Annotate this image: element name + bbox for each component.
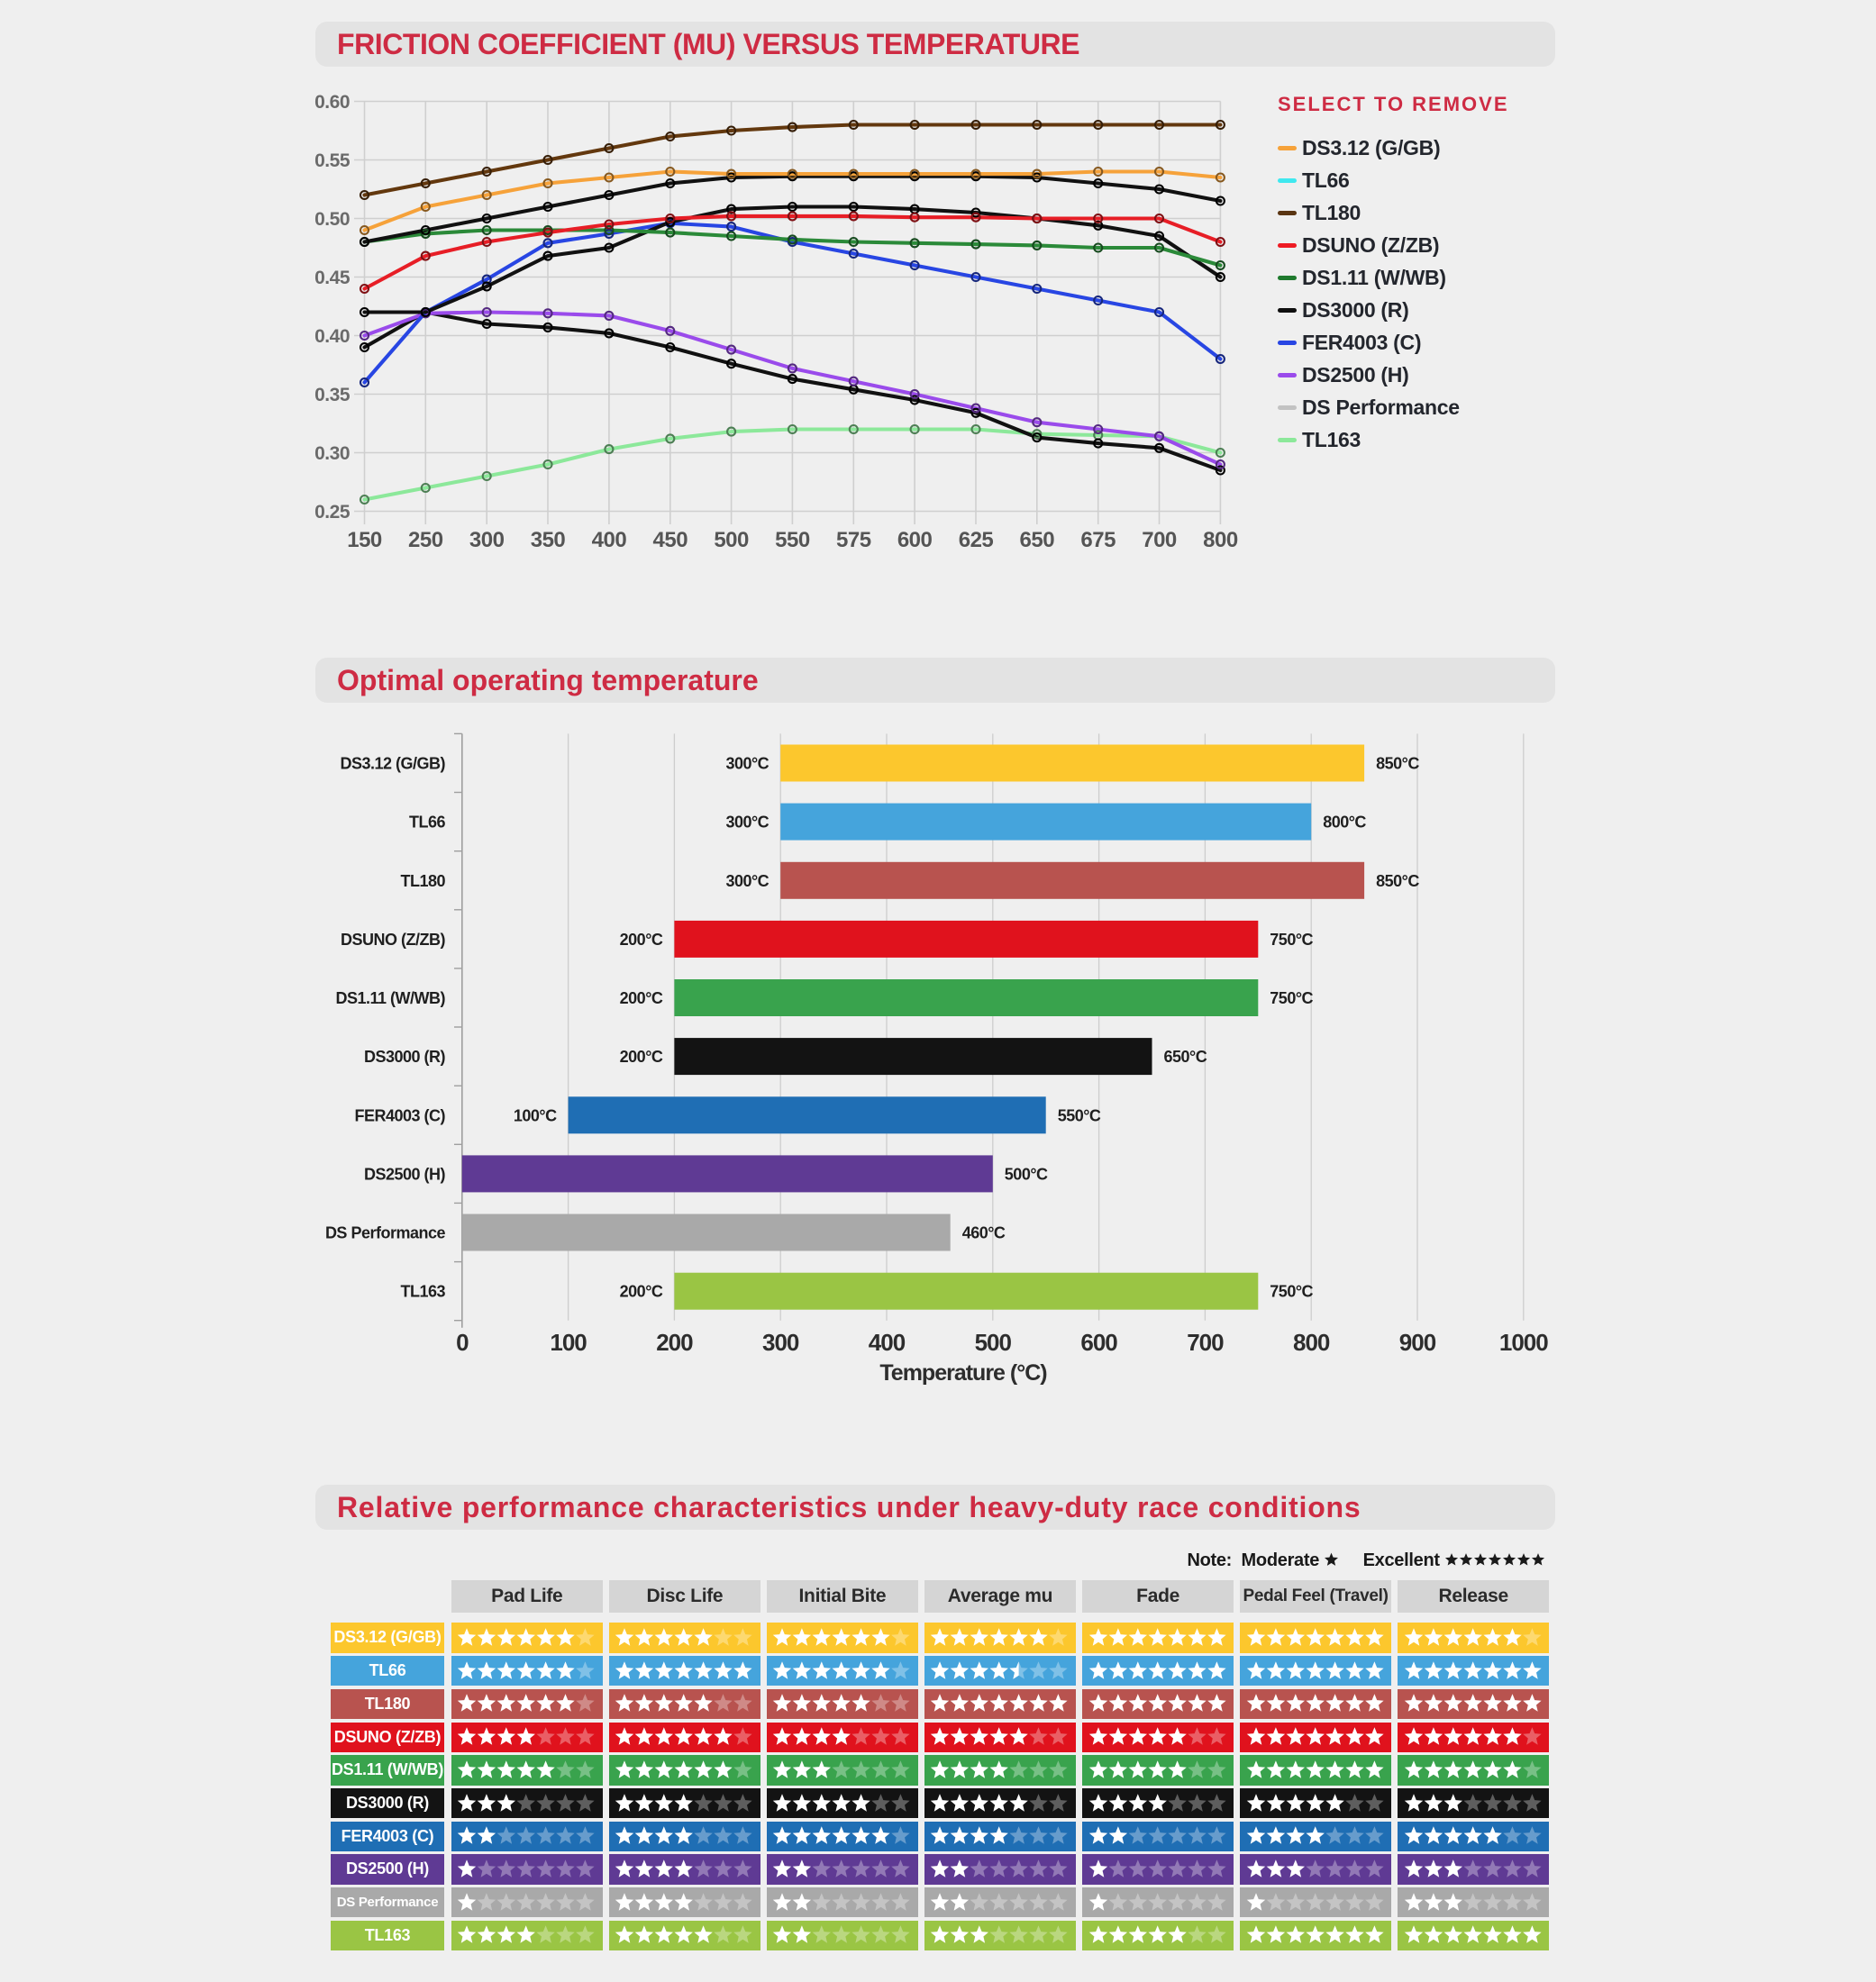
svg-text:1000: 1000 [1499,1329,1548,1356]
svg-text:DS3000 (R): DS3000 (R) [364,1048,446,1066]
svg-text:900: 900 [1399,1329,1436,1356]
svg-text:550°C: 550°C [1058,1106,1101,1124]
svg-text:350: 350 [531,528,566,552]
svg-text:400: 400 [592,528,627,552]
svg-text:700: 700 [1142,528,1177,552]
svg-text:150: 150 [347,528,382,552]
svg-text:DS3.12 (G/GB): DS3.12 (G/GB) [340,755,445,773]
svg-text:0.30: 0.30 [314,443,350,464]
svg-text:400: 400 [869,1329,906,1356]
svg-text:500: 500 [975,1329,1012,1356]
svg-text:300°C: 300°C [725,872,769,890]
svg-text:200: 200 [656,1329,693,1356]
svg-text:0.45: 0.45 [314,268,351,288]
svg-text:300°C: 300°C [725,814,769,832]
svg-text:DSUNO (Z/ZB): DSUNO (Z/ZB) [341,931,445,949]
svg-text:250: 250 [408,528,443,552]
svg-text:0.35: 0.35 [314,385,351,405]
svg-text:650°C: 650°C [1164,1048,1207,1066]
svg-text:0.50: 0.50 [314,209,350,230]
svg-text:850°C: 850°C [1376,755,1419,773]
svg-text:200°C: 200°C [620,989,663,1007]
svg-text:800°C: 800°C [1323,814,1366,832]
svg-text:TL163: TL163 [400,1283,445,1301]
svg-text:675: 675 [1080,528,1116,552]
svg-text:200°C: 200°C [620,1283,663,1301]
svg-text:500°C: 500°C [1005,1165,1048,1183]
svg-text:FER4003 (C): FER4003 (C) [354,1106,445,1124]
svg-text:650: 650 [1020,528,1055,552]
svg-text:625: 625 [959,528,994,552]
svg-text:DS Performance: DS Performance [325,1224,446,1242]
svg-text:750°C: 750°C [1270,1283,1313,1301]
svg-text:800: 800 [1293,1329,1330,1356]
svg-text:750°C: 750°C [1270,989,1313,1007]
svg-text:700: 700 [1187,1329,1224,1356]
svg-text:500: 500 [714,528,749,552]
svg-text:DS2500 (H): DS2500 (H) [364,1165,446,1183]
svg-text:450: 450 [653,528,688,552]
svg-text:0: 0 [456,1329,469,1356]
svg-text:0.25: 0.25 [314,502,351,523]
svg-text:300°C: 300°C [725,755,769,773]
svg-text:550: 550 [775,528,810,552]
svg-text:200°C: 200°C [620,931,663,949]
svg-text:Temperature (°C): Temperature (°C) [879,1360,1047,1386]
svg-text:100°C: 100°C [514,1106,557,1124]
svg-text:200°C: 200°C [620,1048,663,1066]
svg-text:600: 600 [897,528,933,552]
svg-text:800: 800 [1203,528,1238,552]
svg-text:575: 575 [836,528,871,552]
svg-text:DS1.11 (W/WB): DS1.11 (W/WB) [335,989,445,1007]
svg-text:750°C: 750°C [1270,931,1313,949]
svg-text:0.60: 0.60 [314,92,350,113]
svg-text:100: 100 [550,1329,587,1356]
svg-text:TL66: TL66 [409,814,446,832]
svg-text:300: 300 [469,528,505,552]
svg-text:300: 300 [762,1329,799,1356]
svg-text:850°C: 850°C [1376,872,1419,890]
svg-text:0.55: 0.55 [314,150,351,171]
svg-text:0.40: 0.40 [314,326,350,347]
svg-text:600: 600 [1080,1329,1117,1356]
svg-text:TL180: TL180 [400,872,445,890]
svg-text:460°C: 460°C [962,1224,1006,1242]
